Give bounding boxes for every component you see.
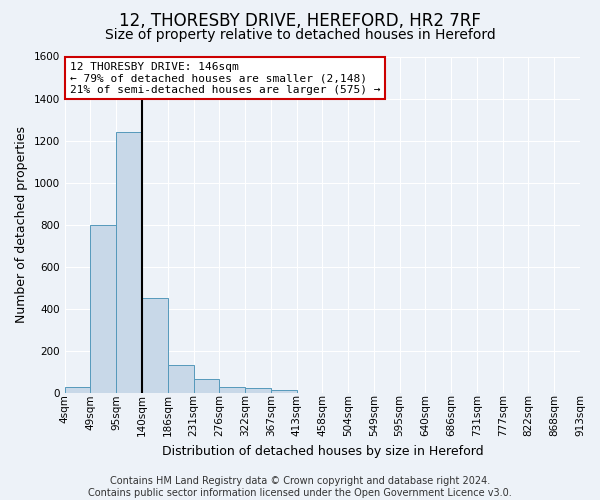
Bar — [193, 379, 219, 392]
Bar — [168, 366, 193, 392]
Bar — [219, 388, 245, 392]
Text: 12 THORESBY DRIVE: 146sqm
← 79% of detached houses are smaller (2,148)
21% of se: 12 THORESBY DRIVE: 146sqm ← 79% of detac… — [70, 62, 380, 94]
Bar — [245, 388, 271, 392]
Bar — [116, 132, 142, 392]
Bar — [91, 224, 116, 392]
Bar — [271, 390, 296, 392]
X-axis label: Distribution of detached houses by size in Hereford: Distribution of detached houses by size … — [161, 444, 483, 458]
Bar — [65, 388, 91, 392]
Y-axis label: Number of detached properties: Number of detached properties — [15, 126, 28, 323]
Text: Contains HM Land Registry data © Crown copyright and database right 2024.
Contai: Contains HM Land Registry data © Crown c… — [88, 476, 512, 498]
Text: 12, THORESBY DRIVE, HEREFORD, HR2 7RF: 12, THORESBY DRIVE, HEREFORD, HR2 7RF — [119, 12, 481, 30]
Text: Size of property relative to detached houses in Hereford: Size of property relative to detached ho… — [104, 28, 496, 42]
Bar — [142, 298, 168, 392]
